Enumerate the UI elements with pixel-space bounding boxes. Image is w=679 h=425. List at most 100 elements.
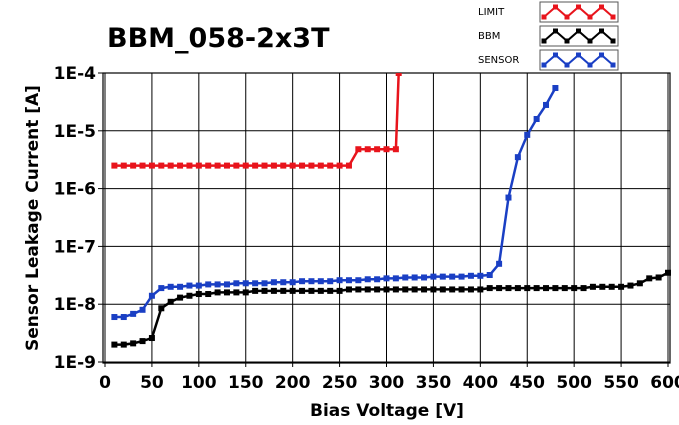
- data-point: [345, 286, 352, 293]
- data-point: [308, 287, 315, 294]
- data-point: [186, 282, 193, 289]
- data-point: [355, 277, 362, 284]
- data-point: [383, 275, 390, 282]
- legend-swatch-marker: [564, 38, 570, 44]
- data-point: [317, 287, 324, 294]
- x-tick-label: 300: [369, 373, 405, 393]
- data-point: [533, 285, 540, 292]
- legend-label: SENSOR: [478, 55, 519, 66]
- data-point: [120, 341, 127, 348]
- data-point: [467, 272, 474, 279]
- legend-swatch-marker: [599, 4, 604, 10]
- legend-swatch-marker: [553, 52, 558, 58]
- x-tick-label: 400: [463, 373, 499, 393]
- legend: LIMIT BBM SENSOR: [468, 0, 620, 71]
- plot-series: [111, 73, 671, 348]
- data-point: [421, 274, 428, 281]
- legend-swatch-marker: [587, 14, 593, 20]
- data-point: [327, 162, 334, 169]
- data-point: [130, 340, 137, 347]
- data-point: [458, 286, 465, 293]
- legend-swatch-marker: [610, 14, 616, 20]
- legend-swatch-marker: [576, 52, 581, 58]
- data-point: [252, 162, 259, 169]
- data-point: [383, 146, 390, 153]
- data-point: [571, 285, 578, 292]
- x-axis-label: Bias Voltage [V]: [310, 401, 464, 421]
- legend-swatch-marker: [576, 4, 581, 10]
- data-point: [524, 285, 531, 292]
- x-tick-label: 500: [556, 373, 592, 393]
- data-point: [336, 287, 343, 294]
- data-point: [552, 85, 559, 92]
- data-point: [139, 306, 146, 313]
- data-point: [374, 146, 381, 153]
- data-point: [167, 283, 174, 290]
- data-point: [421, 286, 428, 293]
- data-point: [261, 287, 268, 294]
- legend-swatch-box: [539, 1, 619, 23]
- data-point: [543, 285, 550, 292]
- data-point: [120, 314, 127, 321]
- data-point: [467, 286, 474, 293]
- data-point: [449, 273, 456, 280]
- data-point: [242, 289, 249, 296]
- data-point: [308, 278, 315, 285]
- data-point: [646, 275, 653, 282]
- x-tick-label: 250: [322, 373, 358, 393]
- x-tick-label: 150: [228, 373, 264, 393]
- data-point: [233, 280, 240, 287]
- data-point: [514, 154, 521, 161]
- data-point: [627, 282, 634, 289]
- data-point: [402, 286, 409, 293]
- data-point: [308, 162, 315, 169]
- data-point: [524, 131, 531, 138]
- legend-swatch-marker: [599, 52, 604, 58]
- legend-swatch-marker: [564, 14, 570, 20]
- data-point: [355, 286, 362, 293]
- data-point: [299, 162, 306, 169]
- data-point: [374, 276, 381, 283]
- data-point: [148, 292, 155, 299]
- data-point: [636, 280, 643, 287]
- data-point: [655, 274, 662, 281]
- data-point: [364, 286, 371, 293]
- data-point: [205, 162, 212, 169]
- data-point: [120, 162, 127, 169]
- data-point: [599, 283, 606, 290]
- legend-swatch-marker: [610, 38, 616, 44]
- data-point: [374, 286, 381, 293]
- y-axis-label: Sensor Leakage Current [A]: [23, 85, 43, 351]
- data-point: [383, 286, 390, 293]
- data-point: [392, 275, 399, 282]
- data-point: [317, 278, 324, 285]
- data-point: [261, 162, 268, 169]
- data-point: [167, 162, 174, 169]
- data-point: [327, 287, 334, 294]
- x-tick-label: 350: [416, 373, 452, 393]
- y-tick-label: 1E-9: [54, 353, 96, 373]
- data-point: [158, 285, 165, 292]
- data-point: [458, 273, 465, 280]
- data-point: [177, 283, 184, 290]
- data-point: [111, 341, 118, 348]
- data-point: [242, 162, 249, 169]
- data-point: [552, 285, 559, 292]
- data-point: [543, 101, 550, 108]
- data-point: [195, 291, 202, 298]
- data-point: [233, 289, 240, 296]
- data-point: [195, 162, 202, 169]
- data-point: [111, 162, 118, 169]
- data-point: [336, 277, 343, 284]
- data-point: [148, 335, 155, 342]
- legend-swatch-marker: [541, 38, 547, 44]
- data-point: [289, 287, 296, 294]
- data-point: [270, 287, 277, 294]
- data-point: [195, 282, 202, 289]
- data-point: [327, 278, 334, 285]
- data-point: [299, 287, 306, 294]
- data-point: [214, 289, 221, 296]
- data-point: [233, 162, 240, 169]
- data-point: [561, 285, 568, 292]
